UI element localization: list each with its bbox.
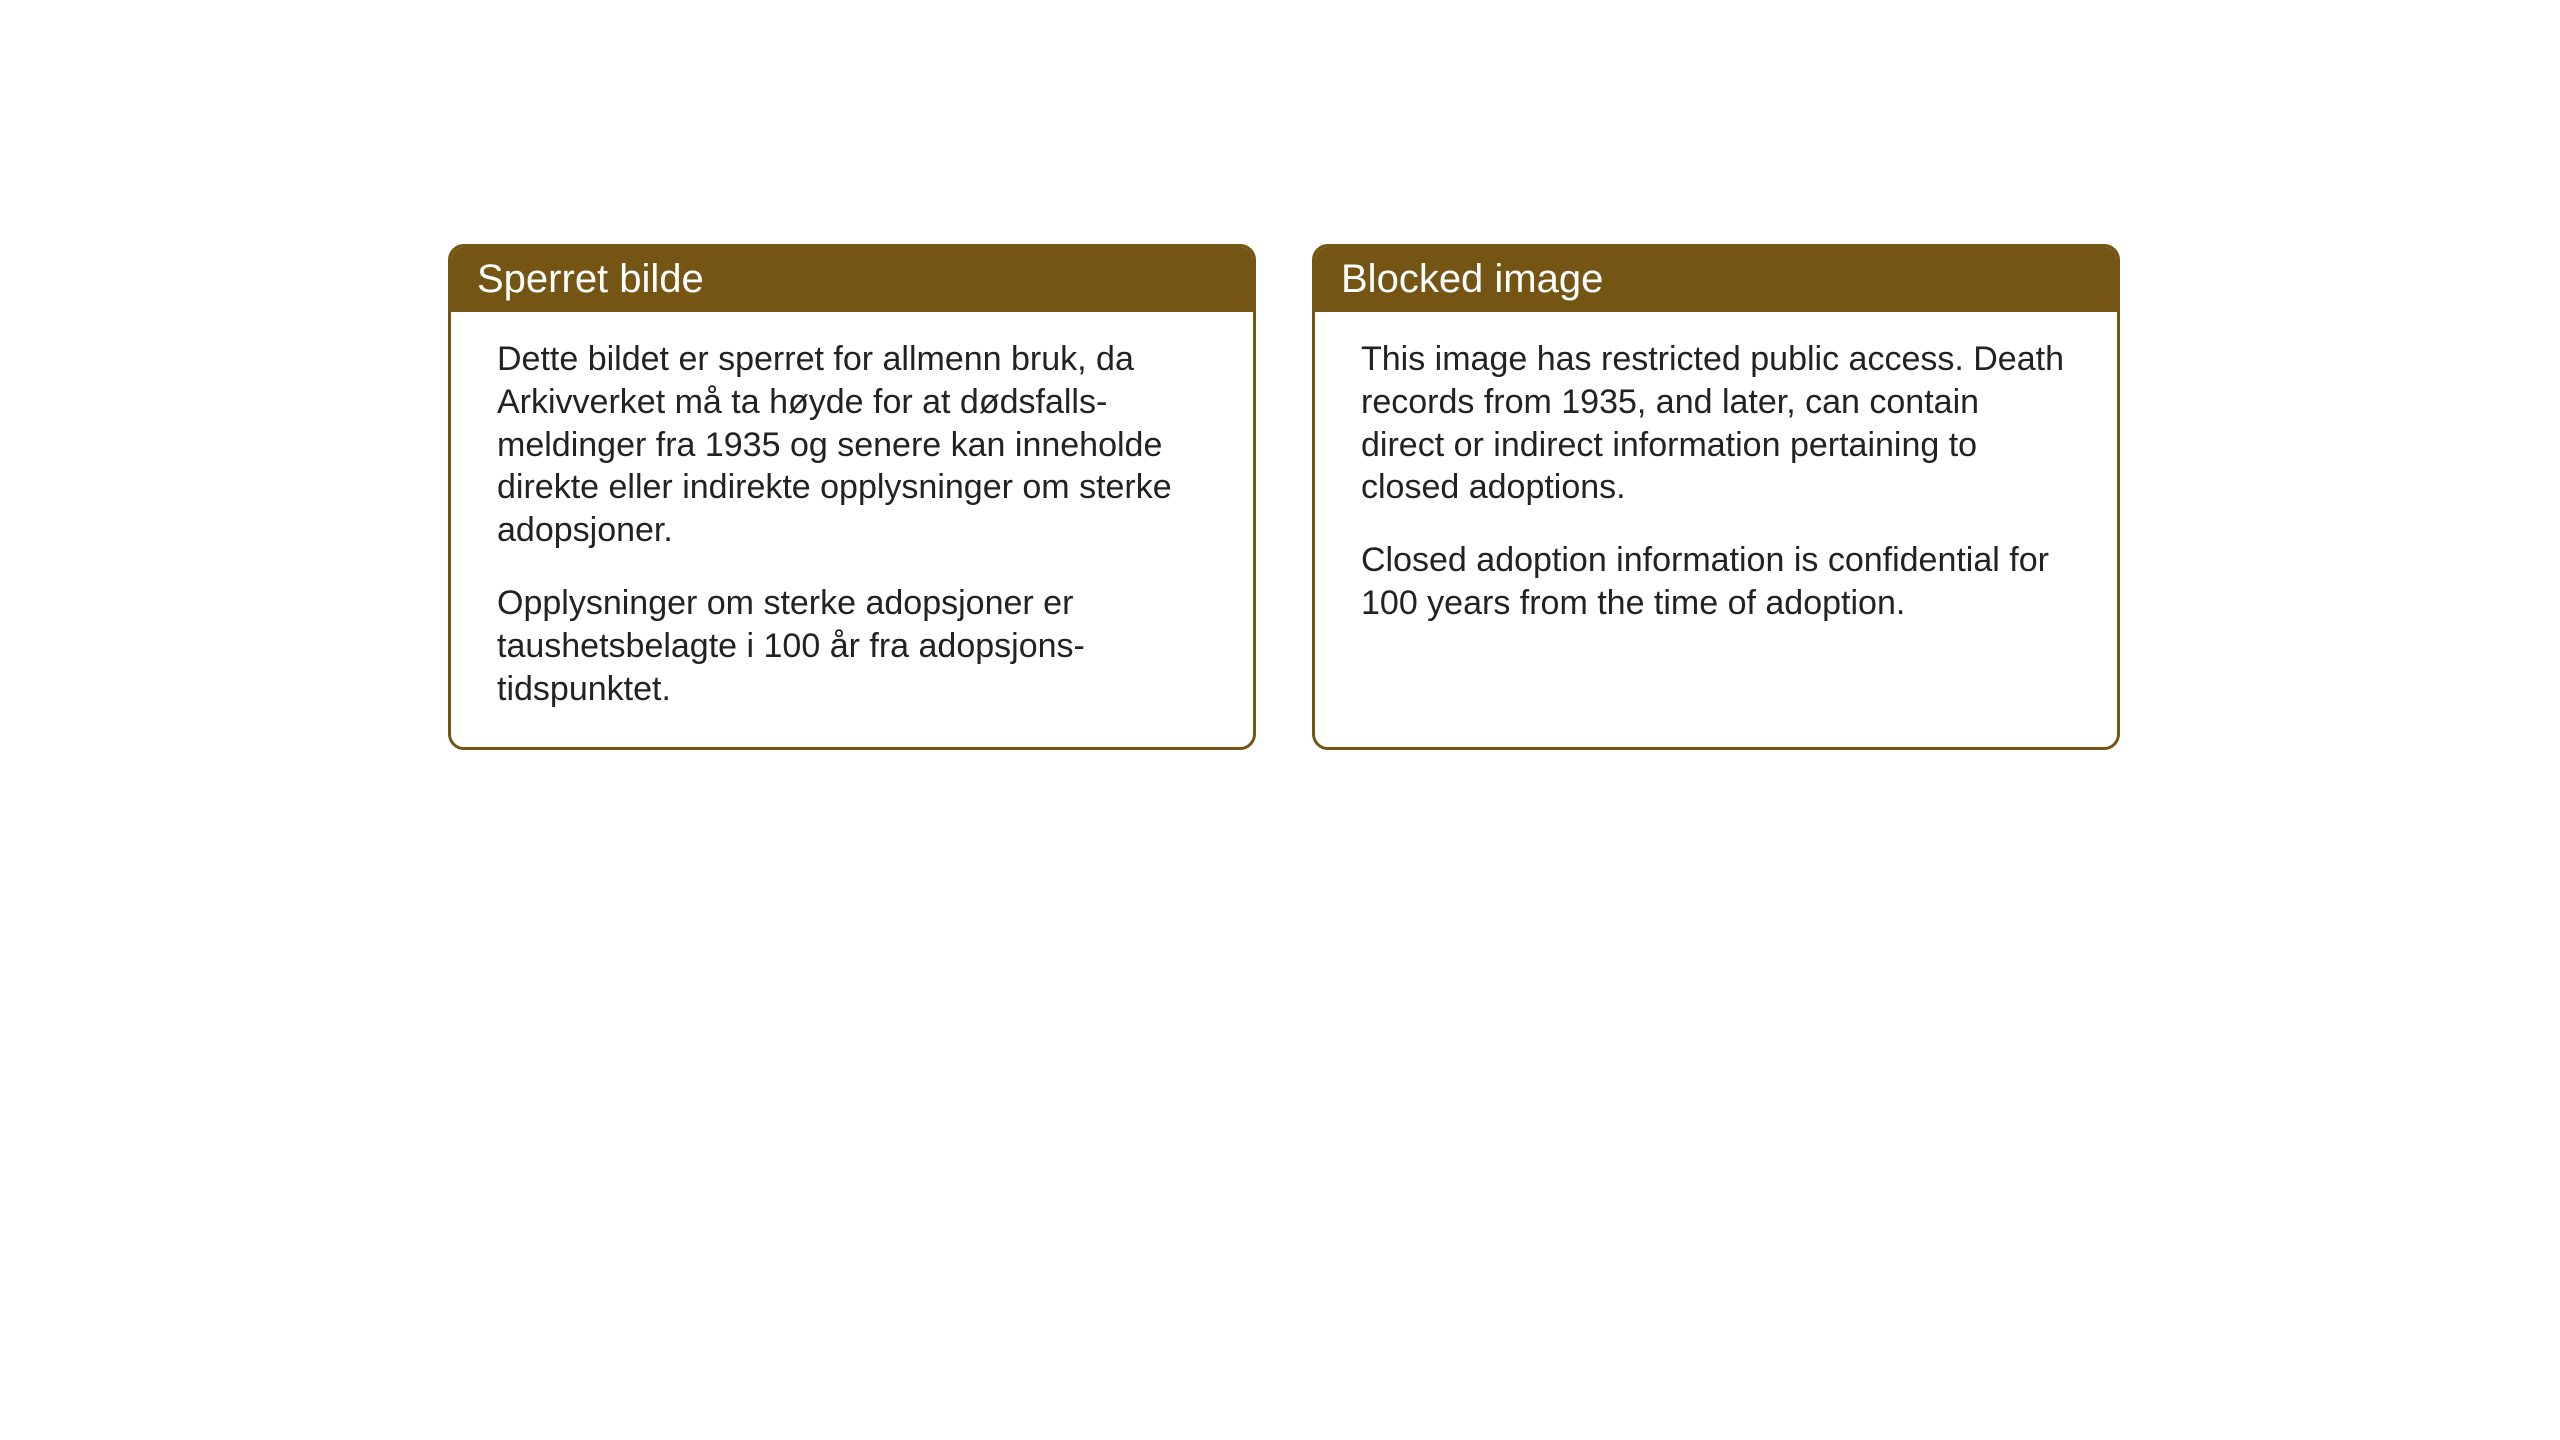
card-norwegian-paragraph-1: Dette bildet er sperret for allmenn bruk… [497,338,1207,552]
card-norwegian-title: Sperret bilde [477,257,704,301]
card-english-paragraph-2: Closed adoption information is confident… [1361,539,2071,625]
card-norwegian-body: Dette bildet er sperret for allmenn bruk… [451,312,1253,747]
card-norwegian-header: Sperret bilde [451,247,1253,312]
card-norwegian-paragraph-2: Opplysninger om sterke adopsjoner er tau… [497,582,1207,710]
card-english-header: Blocked image [1315,247,2117,312]
card-english: Blocked image This image has restricted … [1312,244,2120,750]
card-norwegian: Sperret bilde Dette bildet er sperret fo… [448,244,1256,750]
cards-container: Sperret bilde Dette bildet er sperret fo… [448,244,2120,750]
card-english-body: This image has restricted public access.… [1315,312,2117,661]
card-english-title: Blocked image [1341,257,1603,301]
card-english-paragraph-1: This image has restricted public access.… [1361,338,2071,509]
